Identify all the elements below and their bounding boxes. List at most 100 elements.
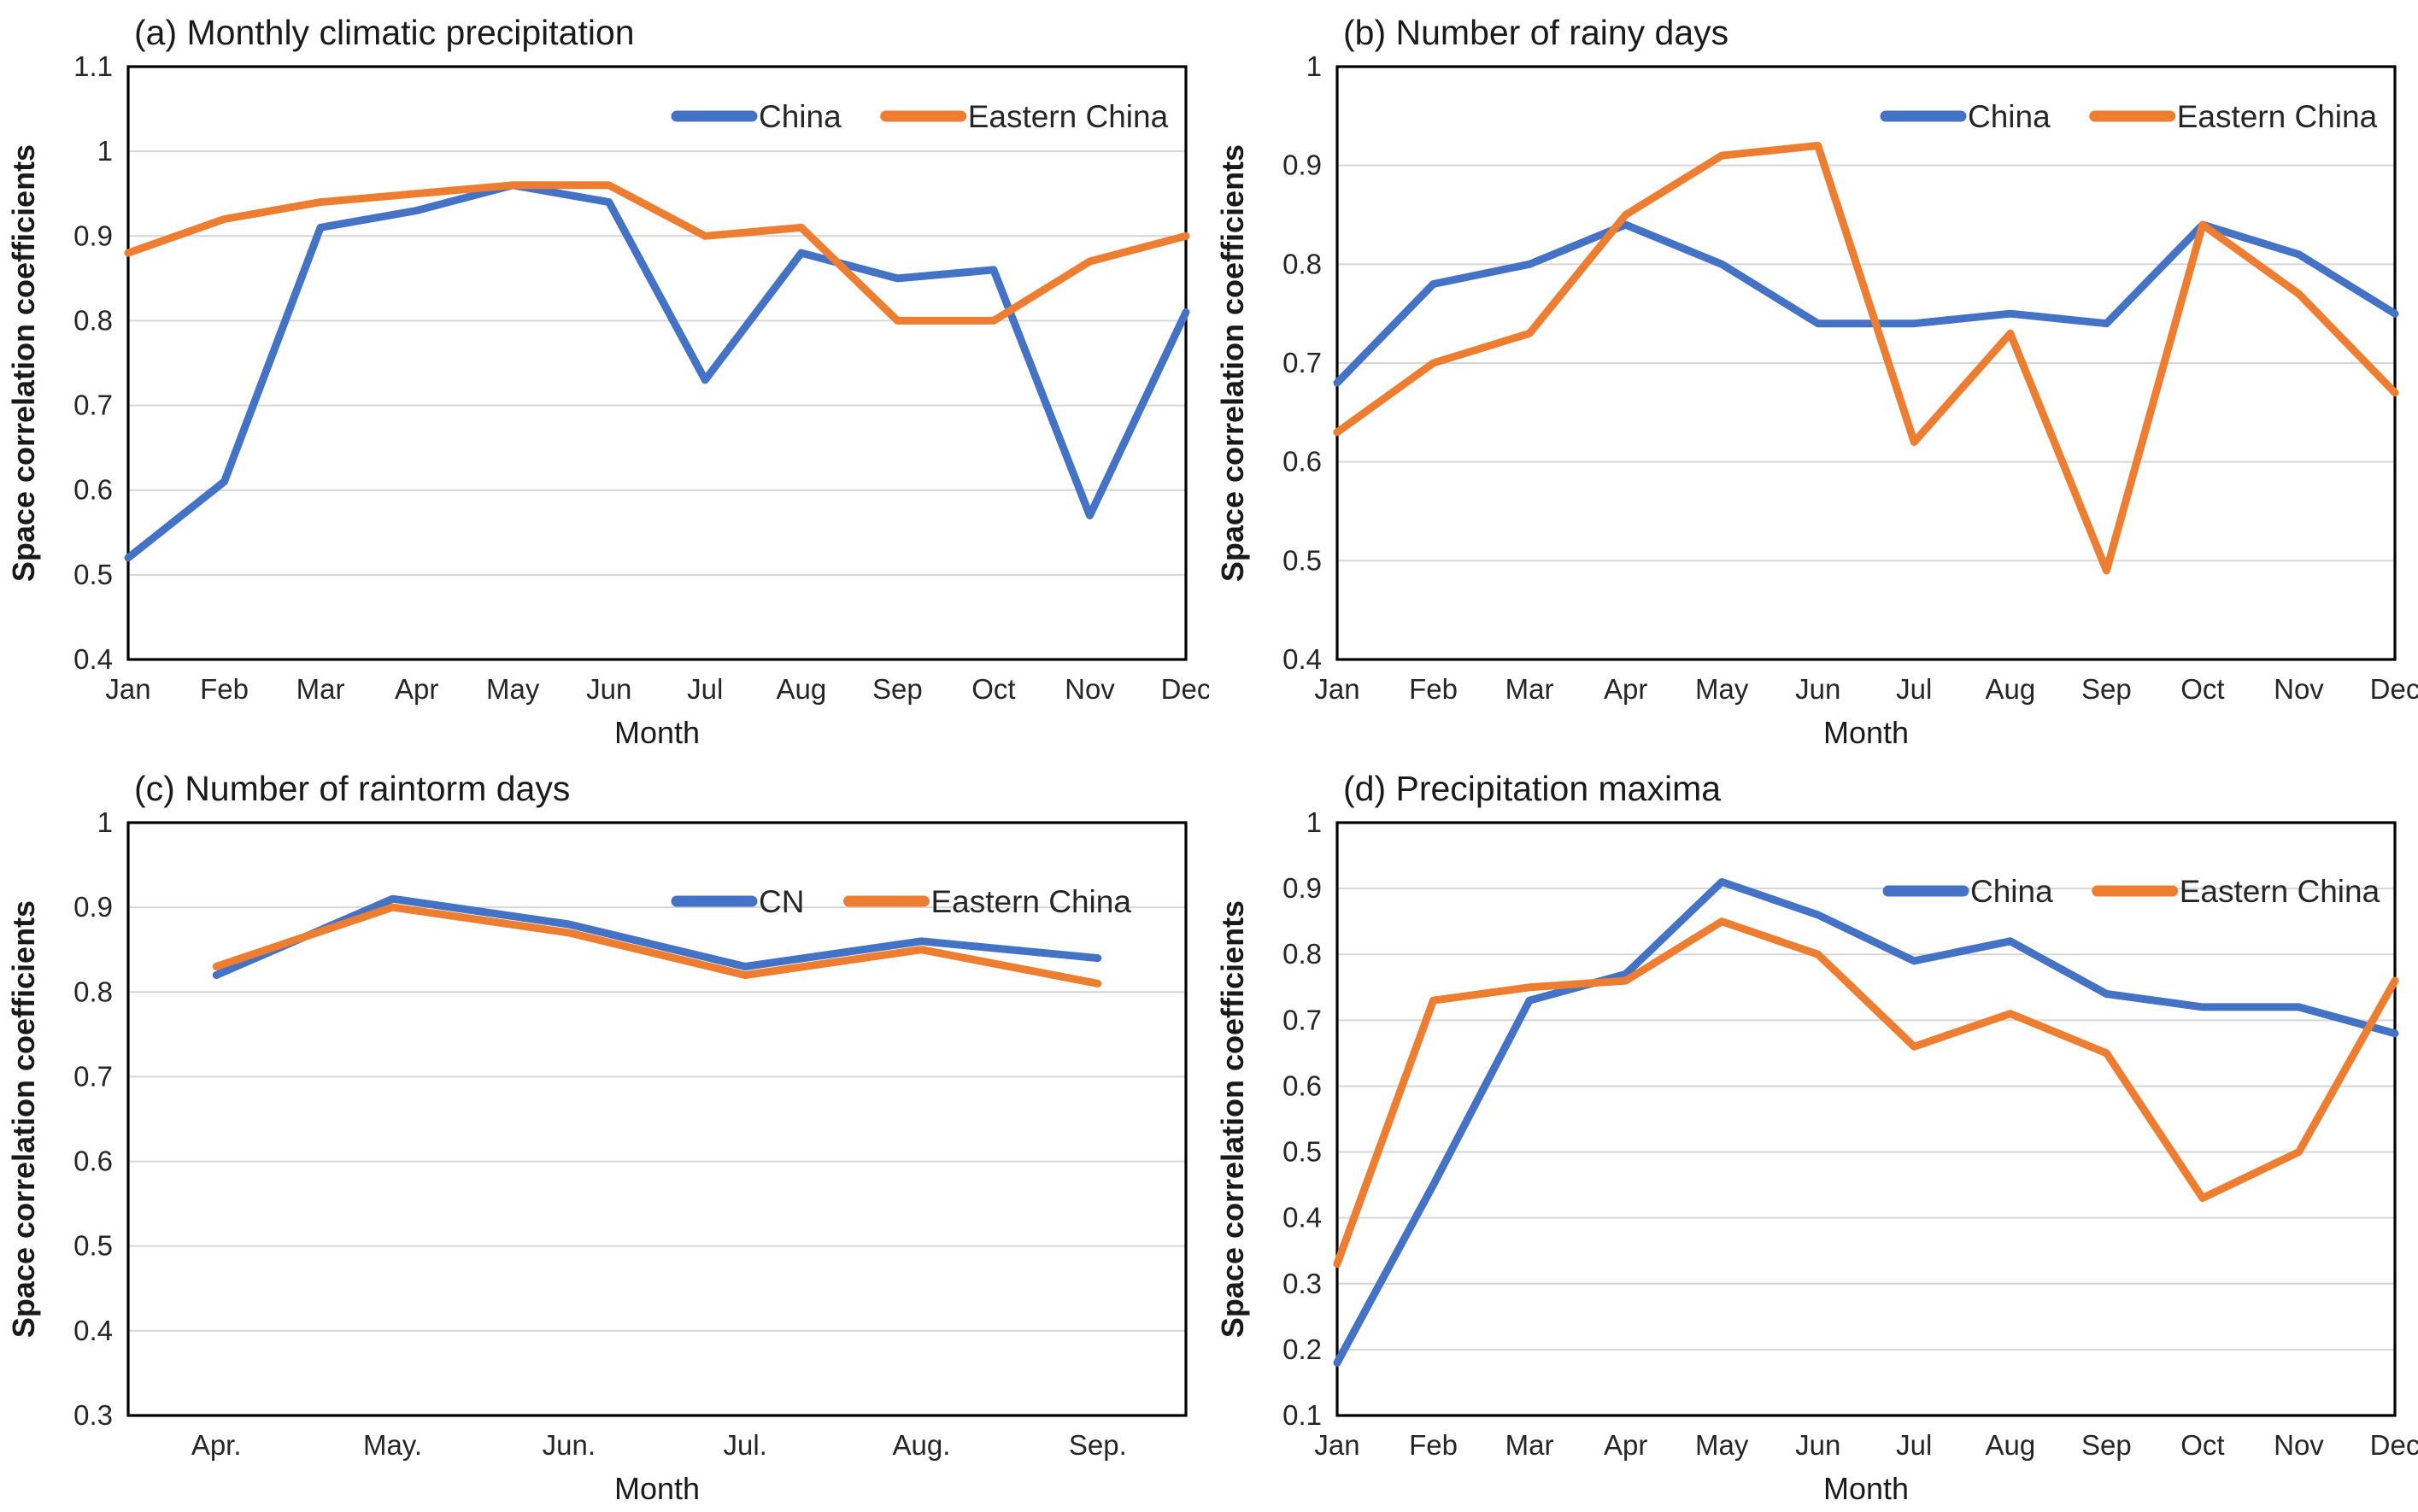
- x-tick-label: Jan: [105, 673, 150, 705]
- y-tick-label: 0.9: [1282, 872, 1322, 904]
- legend: China Eastern China: [1882, 874, 2380, 909]
- x-tick-label: Apr: [1604, 673, 1647, 705]
- series-line-eastern-china: [1333, 142, 2399, 575]
- x-tick-label: Aug.: [893, 1429, 951, 1461]
- y-tick-label: 0.9: [73, 220, 113, 251]
- x-tick-label: May: [1695, 673, 1749, 705]
- plot-border: [126, 821, 1188, 1417]
- x-tick-label: Aug: [1985, 673, 2035, 705]
- y-tick-label: 0.9: [73, 891, 113, 923]
- y-tick-label: 0.3: [73, 1399, 113, 1431]
- legend-label-eastern-china: Eastern China: [968, 99, 1169, 134]
- x-tick-label: Jul: [687, 673, 723, 705]
- chart-canvas-d: 0.1 0.2 0.3 0.4 0.5 0.6 0.7 0.8 0.9 1 Jan Feb Mar Apr…: [1215, 806, 2418, 1506]
- x-tick-label: Aug: [776, 673, 826, 705]
- y-tick-label: 1: [1306, 806, 1322, 838]
- x-tick-label: Nov: [2274, 1429, 2324, 1461]
- y-tick-label: 0.8: [73, 304, 113, 336]
- y-tick-label: 0.7: [73, 390, 113, 421]
- chart-canvas-b: 0.4 0.5 0.6 0.7 0.8 0.9 1 Jan Feb Mar Apr May Jun Jul…: [1215, 50, 2418, 750]
- legend-label-china: China: [759, 99, 842, 134]
- legend-label-cn: CN: [759, 884, 804, 919]
- series-line-china: [124, 181, 1190, 562]
- y-tick-label: 0.7: [1282, 1004, 1322, 1035]
- legend: China Eastern China: [671, 99, 1169, 134]
- chart-title-b: (b) Number of rainy days: [1343, 13, 1729, 52]
- plot-border: [126, 65, 1188, 661]
- legend-label-china: China: [1970, 874, 2053, 909]
- x-tick-label: Jul.: [723, 1429, 766, 1461]
- y-tick-label: 0.6: [73, 1146, 113, 1177]
- y-tick-label: 0.5: [73, 559, 113, 590]
- series-line-china: [1333, 220, 2399, 387]
- y-axis-title: Space correlation coefficients: [1215, 900, 1250, 1338]
- y-tick-label: 1: [97, 135, 113, 167]
- x-axis-title: Month: [1823, 1471, 1909, 1506]
- x-tick-label: Feb: [1409, 673, 1458, 705]
- x-tick-label: Mar: [1505, 673, 1554, 705]
- x-tick-label: Jan: [1314, 1429, 1359, 1461]
- legend: CN Eastern China: [671, 884, 1131, 919]
- plot-border: [1335, 65, 2397, 661]
- y-axis-title: Space correlation coefficients: [1215, 144, 1250, 582]
- x-tick-label: Mar: [296, 673, 345, 705]
- series-line-china: [1333, 877, 2399, 1367]
- y-tick-label: 0.3: [1282, 1268, 1322, 1299]
- y-tick-label: 1.1: [73, 50, 113, 82]
- x-tick-label: Jun: [1795, 1429, 1840, 1461]
- x-tick-label: Jun: [1795, 673, 1840, 705]
- x-tick-label: Jul: [1896, 1429, 1932, 1461]
- legend-label-eastern-china: Eastern China: [930, 884, 1131, 919]
- y-tick-label: 0.7: [73, 1060, 113, 1092]
- y-tick-label: 0.2: [1282, 1333, 1322, 1365]
- x-tick-label: May: [486, 673, 540, 705]
- legend-label-eastern-china: Eastern China: [2180, 874, 2380, 909]
- y-tick-label: 0.6: [73, 474, 113, 506]
- x-tick-label: Jun: [586, 673, 631, 705]
- y-tick-label: 1: [1306, 50, 1322, 82]
- legend: China Eastern China: [1880, 99, 2378, 134]
- series-line-eastern-china: [1333, 917, 2399, 1269]
- x-tick-label: Sep: [872, 673, 923, 705]
- x-tick-label: Nov: [2274, 673, 2324, 705]
- y-tick-label: 0.4: [73, 643, 113, 675]
- x-tick-label: Feb: [200, 673, 249, 705]
- y-tick-label: 0.5: [1282, 544, 1322, 576]
- y-tick-label: 0.1: [1282, 1399, 1322, 1431]
- series-line-cn: [212, 894, 1102, 979]
- chart-panel-b: (b) Number of rainy days 0.4 0.5 0.6 0.7 0.8…: [1209, 0, 2418, 756]
- series-line-eastern-china: [124, 181, 1190, 325]
- chart-panel-d: (d) Precipitation maxima 0.1 0.2 0.3 0.4 0.5…: [1209, 756, 2418, 1512]
- x-tick-label: Feb: [1409, 1429, 1458, 1461]
- x-tick-label: Apr: [395, 673, 438, 705]
- y-axis-title: Space correlation coefficients: [6, 900, 41, 1338]
- y-tick-label: 0.5: [1282, 1136, 1322, 1168]
- x-axis-title: Month: [614, 715, 700, 750]
- plot-border: [1335, 821, 2397, 1417]
- x-tick-label: Dec: [2370, 673, 2418, 705]
- y-tick-label: 0.9: [1282, 149, 1322, 181]
- y-tick-label: 0.8: [1282, 248, 1322, 279]
- legend-label-china: China: [1968, 99, 2051, 134]
- chart-title-d: (d) Precipitation maxima: [1343, 769, 1722, 808]
- y-tick-label: 0.4: [73, 1315, 113, 1346]
- x-tick-label: Jul: [1896, 673, 1932, 705]
- y-tick-label: 0.7: [1282, 347, 1322, 378]
- x-tick-label: Dec: [1161, 673, 1209, 705]
- chart-title-c: (c) Number of raintorm days: [134, 769, 571, 808]
- series-line-eastern-china: [212, 903, 1102, 987]
- legend-label-eastern-china: Eastern China: [2177, 99, 2378, 134]
- chart-title-a: (a) Monthly climatic precipitation: [134, 13, 635, 52]
- y-tick-label: 0.8: [73, 976, 113, 1007]
- x-tick-label: May.: [363, 1429, 422, 1461]
- y-tick-label: 1: [97, 806, 113, 838]
- x-tick-label: Apr.: [191, 1429, 242, 1461]
- chart-panel-c: (c) Number of raintorm days 0.3 0.4 0.5 0.6…: [0, 756, 1209, 1512]
- x-tick-label: Sep: [2081, 1429, 2132, 1461]
- y-tick-label: 0.6: [1282, 446, 1322, 478]
- chart-panel-a: (a) Monthly climatic precipitation 0.4 0.…: [0, 0, 1209, 756]
- x-tick-label: Nov: [1065, 673, 1115, 705]
- y-tick-label: 0.4: [1282, 643, 1322, 675]
- x-axis-title: Month: [1823, 715, 1909, 750]
